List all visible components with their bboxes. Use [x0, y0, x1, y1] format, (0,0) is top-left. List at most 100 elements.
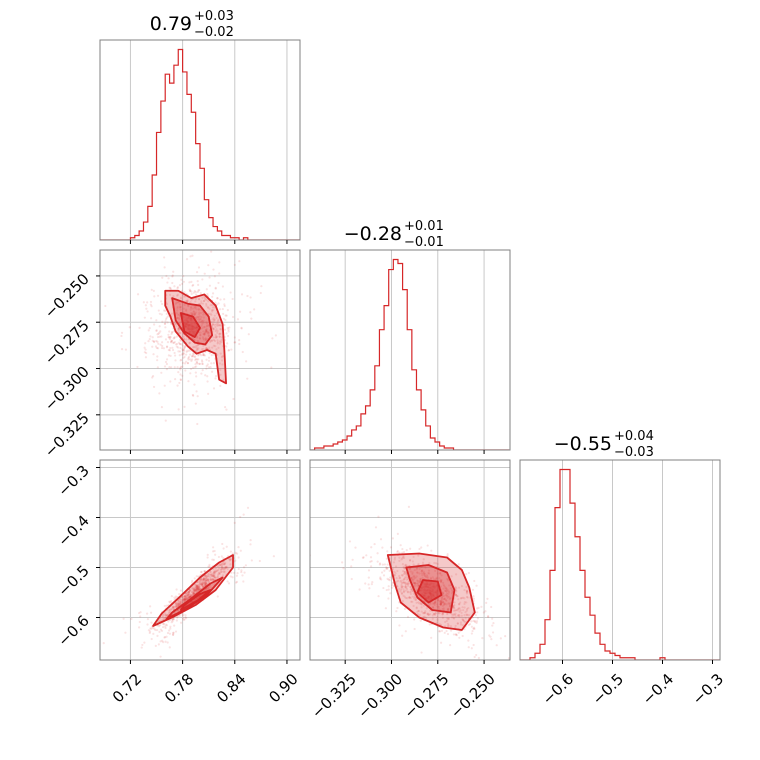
sample-point [209, 575, 212, 579]
sample-point [178, 303, 181, 306]
sample-point [158, 625, 161, 628]
sample-point [446, 554, 449, 558]
sample-point [199, 570, 203, 574]
sample-point [443, 597, 446, 600]
sample-point [167, 620, 170, 623]
sample-point [446, 588, 449, 591]
sample-point [203, 354, 207, 357]
sample-point [183, 598, 186, 601]
sample-point [426, 544, 429, 547]
sample-point [204, 581, 208, 584]
sample-point [198, 337, 202, 340]
sample-point [378, 563, 381, 566]
sample-point [471, 588, 475, 591]
sample-point [167, 315, 170, 318]
panel-2d-1-3 [96, 459, 301, 671]
sample-point [176, 342, 179, 346]
sample-point [459, 621, 463, 624]
sample-point [192, 591, 196, 595]
sample-point [203, 578, 206, 581]
sample-point [442, 600, 445, 604]
sample-point [165, 345, 169, 348]
sample-point [153, 295, 156, 298]
sample-point [210, 353, 213, 357]
sample-point [415, 575, 418, 578]
sample-point [434, 601, 437, 604]
tick-label-x: −0.4 [639, 670, 677, 708]
sample-point [186, 299, 189, 302]
sample-point [213, 318, 216, 322]
sample-point [188, 341, 191, 344]
sample-point [386, 577, 389, 580]
sample-point [180, 353, 183, 356]
sample-point [412, 580, 415, 583]
sample-point [411, 589, 414, 592]
sample-point [174, 605, 178, 608]
sample-point [224, 566, 228, 569]
sample-point [179, 359, 182, 362]
sample-point [426, 612, 430, 615]
sample-point [196, 583, 199, 587]
sample-point [153, 669, 155, 671]
sample-point [193, 305, 196, 308]
sample-point [178, 350, 182, 353]
sample-point [440, 574, 443, 577]
sample-point [208, 565, 211, 568]
sample-point [210, 573, 213, 576]
sample-point [221, 307, 224, 311]
sample-point [216, 341, 219, 344]
sample-point [424, 566, 427, 569]
sample-point [190, 305, 193, 309]
sample-point [175, 311, 178, 315]
sample-point [400, 582, 403, 585]
sample-point [465, 573, 468, 576]
sample-point [206, 324, 209, 327]
sample-point [211, 310, 214, 313]
panel-content [104, 250, 277, 426]
sample-point [400, 558, 403, 561]
sample-point [203, 332, 206, 336]
sample-point [200, 583, 203, 586]
sample-point [233, 341, 236, 344]
sample-point [186, 300, 189, 303]
sample-point [463, 621, 466, 624]
sample-point [189, 372, 192, 375]
sample-point [204, 575, 208, 578]
sample-point [453, 601, 456, 604]
sample-point [203, 583, 206, 587]
sample-point [350, 577, 353, 581]
sample-point [173, 340, 176, 344]
sample-point [188, 595, 191, 598]
sample-point [404, 586, 407, 589]
sample-point [193, 586, 197, 589]
sample-point [404, 563, 407, 566]
sample-point [445, 594, 448, 597]
sample-point [159, 655, 162, 658]
sample-point [198, 311, 201, 314]
sample-point [163, 266, 166, 269]
sample-point [461, 624, 464, 627]
sample-point [369, 556, 373, 559]
sample-point [213, 572, 217, 575]
sample-point [183, 303, 186, 306]
sample-point [458, 636, 461, 639]
sample-point [207, 565, 210, 568]
sample-point [194, 587, 197, 590]
sample-point [440, 579, 443, 583]
sample-point [443, 589, 447, 592]
sample-point [399, 544, 402, 547]
histogram-3 [520, 468, 720, 660]
sample-point [187, 304, 190, 308]
sample-point [207, 580, 210, 584]
sample-point [387, 578, 390, 581]
sample-point [227, 349, 230, 352]
sample-point [400, 574, 404, 577]
sample-point [223, 298, 226, 301]
sample-point [187, 595, 190, 598]
sample-point [177, 599, 180, 602]
sample-point [195, 365, 198, 368]
sample-point [438, 577, 441, 580]
sample-point [448, 605, 452, 608]
tick-label-y: −0.5 [54, 562, 92, 600]
sample-point [211, 558, 214, 561]
